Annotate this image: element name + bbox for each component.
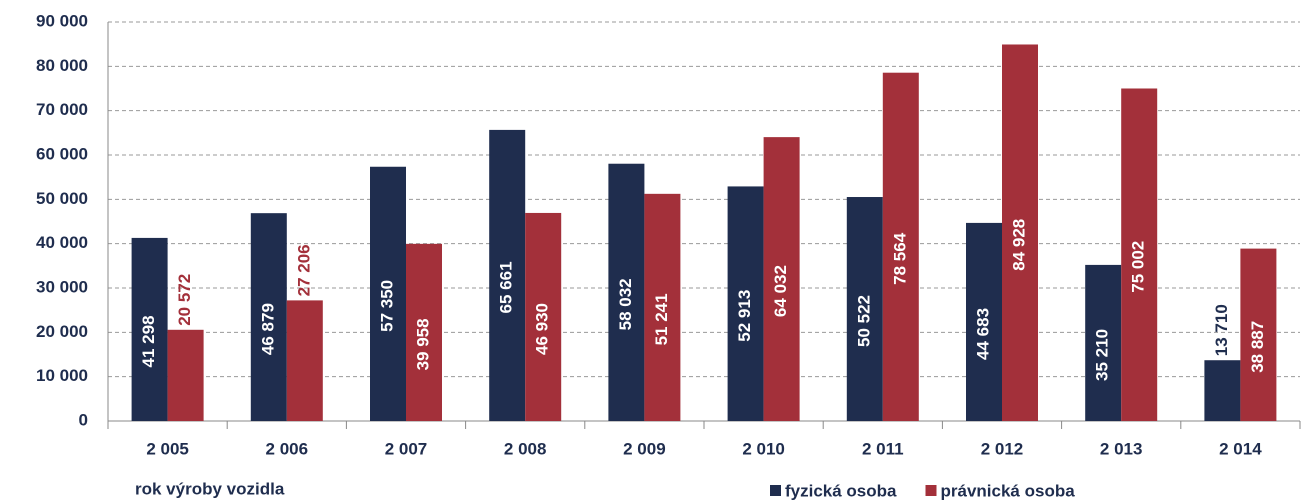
bar <box>608 163 645 421</box>
legend-swatch <box>925 485 937 496</box>
x-tick-label: 2 006 <box>266 439 309 458</box>
bar <box>406 243 442 421</box>
data-label: 38 887 <box>1248 321 1267 373</box>
x-tick-label: 2 007 <box>385 439 428 458</box>
x-tick-label: 2 010 <box>742 439 785 458</box>
data-label: 75 002 <box>1129 241 1148 293</box>
bar <box>525 212 562 421</box>
y-tick-label: 0 <box>79 410 88 429</box>
bar <box>966 222 1002 421</box>
data-label: 46 930 <box>533 303 552 355</box>
bar <box>727 186 764 421</box>
y-tick-label: 30 000 <box>36 277 88 296</box>
data-label: 27 206 <box>294 244 313 296</box>
data-label: 44 683 <box>973 308 992 360</box>
bar <box>1002 44 1038 421</box>
y-tick-label: 80 000 <box>36 56 88 75</box>
data-label: 57 350 <box>377 280 396 332</box>
x-tick-label: 2 005 <box>146 439 189 458</box>
x-tick-label: 2 013 <box>1100 439 1143 458</box>
data-label: 50 522 <box>854 295 873 347</box>
y-tick-label: 70 000 <box>36 100 88 119</box>
x-tick-label: 2 011 <box>862 439 904 458</box>
x-axis-title: rok výroby vozidla <box>135 479 285 498</box>
x-tick-label: 2 009 <box>623 439 666 458</box>
data-label: 84 928 <box>1009 219 1028 271</box>
y-tick-label: 10 000 <box>36 366 88 385</box>
bar <box>286 300 323 421</box>
bar <box>644 193 681 421</box>
data-label: 13 710 <box>1212 304 1231 356</box>
bar <box>250 213 287 421</box>
data-label: 41 298 <box>139 315 158 367</box>
bar <box>167 329 204 421</box>
data-label: 35 210 <box>1093 329 1112 381</box>
bar <box>1121 88 1158 421</box>
legend-swatch <box>770 485 781 496</box>
data-label: 78 564 <box>890 232 909 285</box>
bar <box>1085 264 1122 421</box>
y-tick-label: 40 000 <box>36 233 88 252</box>
legend-label: právnická osoba <box>941 481 1076 500</box>
bar <box>489 129 526 421</box>
bar <box>846 197 883 421</box>
data-label: 58 032 <box>616 278 635 330</box>
bar <box>882 72 919 422</box>
legend-label: fyzická osoba <box>785 481 897 500</box>
data-label: 20 572 <box>175 274 194 326</box>
y-tick-label: 60 000 <box>36 144 88 163</box>
bar <box>370 166 406 421</box>
data-label: 51 241 <box>652 293 671 345</box>
data-label: 65 661 <box>497 261 516 313</box>
y-tick-label: 90 000 <box>36 11 88 30</box>
x-tick-label: 2 008 <box>504 439 547 458</box>
bar <box>1240 248 1277 421</box>
bar <box>1204 360 1241 421</box>
y-tick-label: 50 000 <box>36 189 88 208</box>
data-label: 46 879 <box>258 303 277 355</box>
data-label: 64 032 <box>771 265 790 317</box>
x-tick-label: 2 012 <box>981 439 1024 458</box>
bar <box>763 137 800 421</box>
data-label: 39 958 <box>413 318 432 370</box>
x-tick-label: 2 014 <box>1219 439 1262 458</box>
data-label: 52 913 <box>735 290 754 342</box>
y-tick-label: 20 000 <box>36 322 88 341</box>
bar <box>131 237 168 421</box>
